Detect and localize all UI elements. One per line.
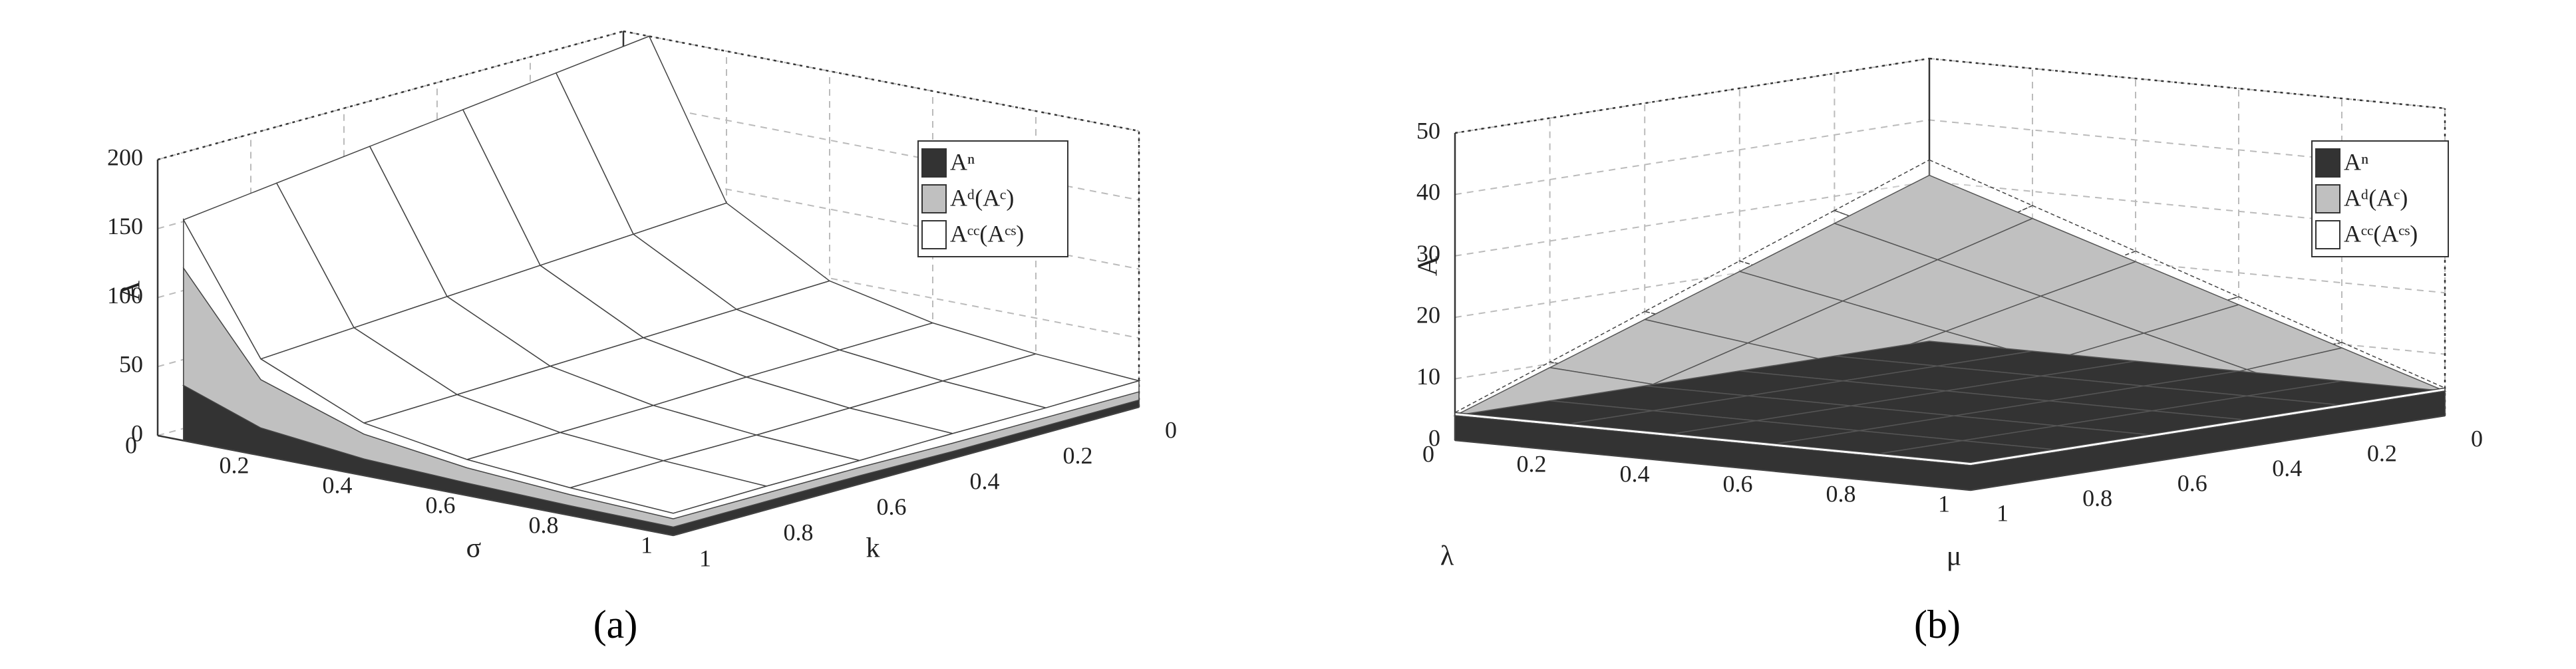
x-tick-label: 0.6 (1723, 470, 1753, 497)
x-tick-label: 1 (641, 531, 653, 558)
z-tick-label: 100 (107, 282, 143, 309)
y-tick-label: 0.2 (2367, 440, 2397, 467)
surface-edge (183, 384, 1140, 536)
box-edge (623, 30, 1140, 132)
legend-label: Aᵈ(Aᶜ) (950, 184, 1014, 211)
y-tick-label: 1 (1997, 499, 2009, 526)
chart-panel: 0 50 100 150 200 0 0.2 0.4 0.6 0.8 1 0 0.2 0.4 0.6 0.8 1… (107, 30, 1177, 646)
z-tick-label: 20 (1416, 301, 1440, 328)
z-tick-label: 50 (119, 351, 143, 378)
y-tick-label: 0.8 (2082, 485, 2112, 511)
x-axis-label: λ (1440, 541, 1454, 572)
z-axis-label: A (116, 280, 146, 301)
x-tick-label: 0.4 (1620, 460, 1650, 487)
legend-swatch (2315, 184, 2340, 213)
x-tick-label: 0 (125, 432, 137, 458)
legend-label: Aᶜᶜ(Aᶜˢ) (950, 220, 1024, 247)
y-tick-label: 0.6 (2177, 469, 2207, 496)
z-tick-label: 50 (1416, 117, 1440, 144)
x-tick-label: 0 (1422, 440, 1434, 467)
y-axis-label: k (866, 533, 880, 564)
legend-swatch (921, 184, 947, 213)
surface-edge (1454, 390, 2446, 491)
x-tick-label: 0.4 (323, 471, 353, 498)
box-edge (1929, 57, 2446, 110)
legend-swatch (2315, 220, 2340, 249)
x-tick-label: 0.8 (529, 511, 559, 538)
x-axis-label: σ (466, 533, 482, 564)
legend-swatch (921, 148, 947, 178)
z-tick-label: 40 (1416, 179, 1440, 205)
legend-label: Aᵈ(Aᶜ) (2344, 184, 2408, 211)
legend-swatch (2315, 148, 2340, 178)
x-tick-label: 0.8 (1826, 480, 1856, 507)
legend-label: Aᶜᶜ(Aᶜˢ) (2344, 220, 2418, 247)
legend-swatch (921, 220, 947, 249)
box-edge (1454, 57, 1930, 134)
z-tick-label: 0 (1428, 424, 1440, 451)
y-axis-label: μ (1947, 541, 1962, 572)
z-tick-label: 150 (107, 213, 143, 239)
grid-line (1454, 57, 2446, 134)
z-axis-label: A (1413, 255, 1444, 276)
y-tick-label: 0 (2471, 425, 2483, 452)
z-tick-label: 0 (131, 420, 143, 446)
z-tick-label: 200 (107, 144, 143, 170)
y-tick-label: 1 (699, 545, 711, 571)
box-edge (157, 30, 624, 161)
y-tick-label: 0.8 (784, 519, 814, 546)
panel-label: (a) (593, 602, 638, 646)
y-tick-label: 0.4 (2272, 455, 2302, 481)
legend-label: Aⁿ (950, 148, 975, 175)
y-tick-label: 0.2 (1063, 442, 1093, 469)
panel-label: (b) (1914, 602, 1961, 646)
z-tick-label: 30 (1416, 240, 1440, 267)
x-tick-label: 1 (1938, 490, 1950, 517)
y-tick-label: 0.4 (970, 468, 1000, 494)
y-tick-label: 0 (1165, 416, 1177, 443)
x-tick-label: 0.2 (1517, 450, 1547, 477)
x-tick-label: 0.6 (426, 491, 456, 518)
y-tick-label: 0.6 (877, 493, 907, 520)
z-tick-label: 10 (1416, 363, 1440, 390)
legend-label: Aⁿ (2344, 148, 2368, 175)
x-tick-label: 0.2 (220, 452, 249, 478)
